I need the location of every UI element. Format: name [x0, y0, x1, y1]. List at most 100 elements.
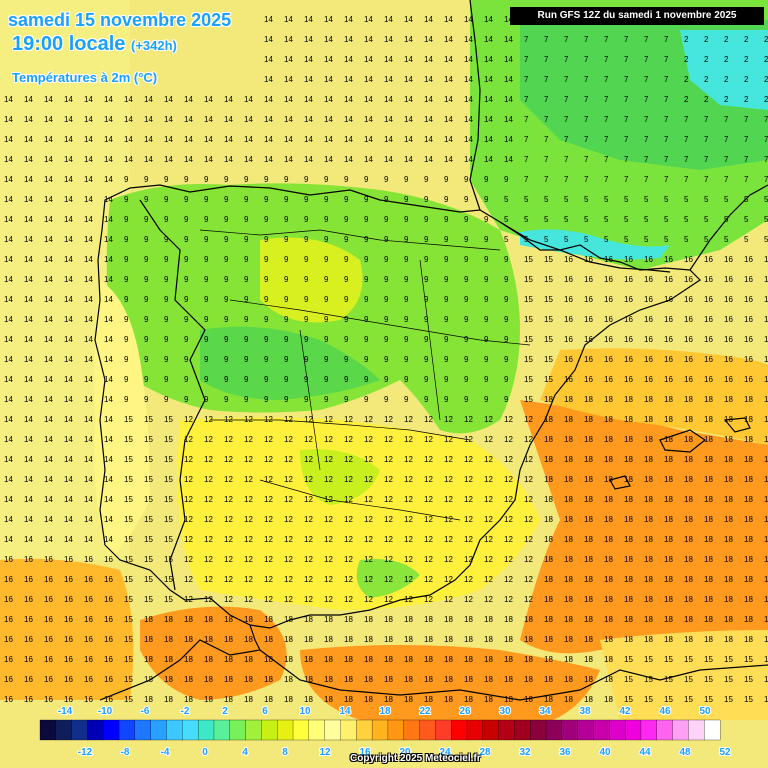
grid-value: 14 [304, 115, 313, 124]
grid-value: 7 [604, 75, 609, 84]
grid-value: 14 [44, 275, 53, 284]
legend-label: 48 [679, 747, 691, 758]
grid-value: 9 [284, 295, 289, 304]
cold-pyrenees [520, 229, 670, 260]
grid-value: 14 [84, 415, 93, 424]
grid-value: 18 [404, 635, 413, 644]
grid-value: 14 [264, 55, 273, 64]
grid-value: 9 [124, 315, 129, 324]
grid-value: 12 [304, 595, 313, 604]
grid-value: 9 [504, 315, 509, 324]
grid-value: 7 [744, 155, 749, 164]
grid-value: 9 [124, 355, 129, 364]
grid-value: 9 [444, 295, 449, 304]
grid-value: 9 [484, 395, 489, 404]
grid-value: 16 [624, 335, 633, 344]
legend-label: 10 [299, 706, 311, 717]
grid-value: 9 [324, 235, 329, 244]
legend-label: 30 [499, 706, 511, 717]
legend-label: 24 [439, 747, 451, 758]
balearic-islands [609, 417, 751, 490]
grid-value: 18 [584, 435, 593, 444]
grid-value: 14 [104, 455, 113, 464]
grid-value: 7 [664, 175, 669, 184]
grid-value: 18 [284, 675, 293, 684]
grid-value: 14 [24, 175, 33, 184]
grid-value: 9 [184, 315, 189, 324]
grid-value: 9 [124, 175, 129, 184]
grid-value: 9 [424, 195, 429, 204]
grid-value: 15 [124, 435, 133, 444]
grid-value: 18 [724, 595, 733, 604]
grid-value: 9 [244, 355, 249, 364]
grid-value: 9 [204, 335, 209, 344]
grid-value: 18 [624, 415, 633, 424]
grid-value: 15 [124, 595, 133, 604]
grid-value: 16 [584, 255, 593, 264]
grid-value: 9 [444, 315, 449, 324]
grid-value: 18 [724, 575, 733, 584]
grid-value: 18 [504, 675, 513, 684]
grid-value: 18 [304, 675, 313, 684]
grid-value: 18 [204, 695, 213, 704]
grid-value: 12 [484, 415, 493, 424]
grid-value: 16 [104, 695, 113, 704]
grid-value: 14 [84, 295, 93, 304]
grid-value: 18 [144, 615, 153, 624]
grid-value: 16 [584, 375, 593, 384]
grid-value: 16 [564, 375, 573, 384]
grid-value: 12 [404, 475, 413, 484]
legend-swatch [419, 719, 436, 741]
grid-value: 12 [404, 455, 413, 464]
grid-value: 9 [384, 295, 389, 304]
grid-value: 9 [244, 195, 249, 204]
grid-value: 14 [464, 55, 473, 64]
grid-value: 7 [544, 115, 549, 124]
grid-value: 9 [184, 255, 189, 264]
grid-value: 18 [704, 395, 713, 404]
grid-value: 9 [304, 235, 309, 244]
grid-value: 16 [24, 575, 33, 584]
grid-value: 14 [84, 135, 93, 144]
grid-value: 14 [404, 155, 413, 164]
grid-value: 18 [684, 515, 693, 524]
grid-value: 9 [344, 175, 349, 184]
grid-value: 14 [424, 115, 433, 124]
grid-value: 16 [684, 335, 693, 344]
grid-value: 12 [244, 495, 253, 504]
grid-value: 14 [224, 135, 233, 144]
grid-value: 9 [144, 375, 149, 384]
grid-value: 18 [684, 475, 693, 484]
grid-value: 18 [324, 635, 333, 644]
grid-value: 9 [504, 255, 509, 264]
grid-value: 14 [264, 155, 273, 164]
grid-value: 2 [704, 95, 709, 104]
grid-value: 9 [204, 295, 209, 304]
legend-label: 8 [282, 747, 288, 758]
grid-value: 18 [684, 495, 693, 504]
grid-value: 12 [344, 515, 353, 524]
grid-value: 7 [724, 155, 729, 164]
grid-value: 18 [564, 635, 573, 644]
southwest-orange [0, 558, 134, 700]
legend-label: 18 [379, 706, 391, 717]
grid-value: 9 [384, 235, 389, 244]
grid-value: 18 [304, 615, 313, 624]
grid-value: 16 [24, 635, 33, 644]
grid-value: 18 [584, 615, 593, 624]
grid-value: 9 [304, 215, 309, 224]
grid-value: 12 [224, 495, 233, 504]
grid-value: 18 [624, 575, 633, 584]
legend-label: -14 [58, 706, 73, 717]
grid-value: 14 [384, 95, 393, 104]
grid-value: 16 [664, 375, 673, 384]
grid-value: 18 [544, 415, 553, 424]
grid-value: 12 [224, 415, 233, 424]
grid-value: 5 [704, 195, 709, 204]
legend-label: 6 [262, 706, 268, 717]
grid-value: 18 [764, 515, 768, 524]
grid-value: 15 [544, 355, 553, 364]
grid-value: 12 [524, 435, 533, 444]
grid-value: 5 [564, 195, 569, 204]
grid-value: 14 [384, 55, 393, 64]
